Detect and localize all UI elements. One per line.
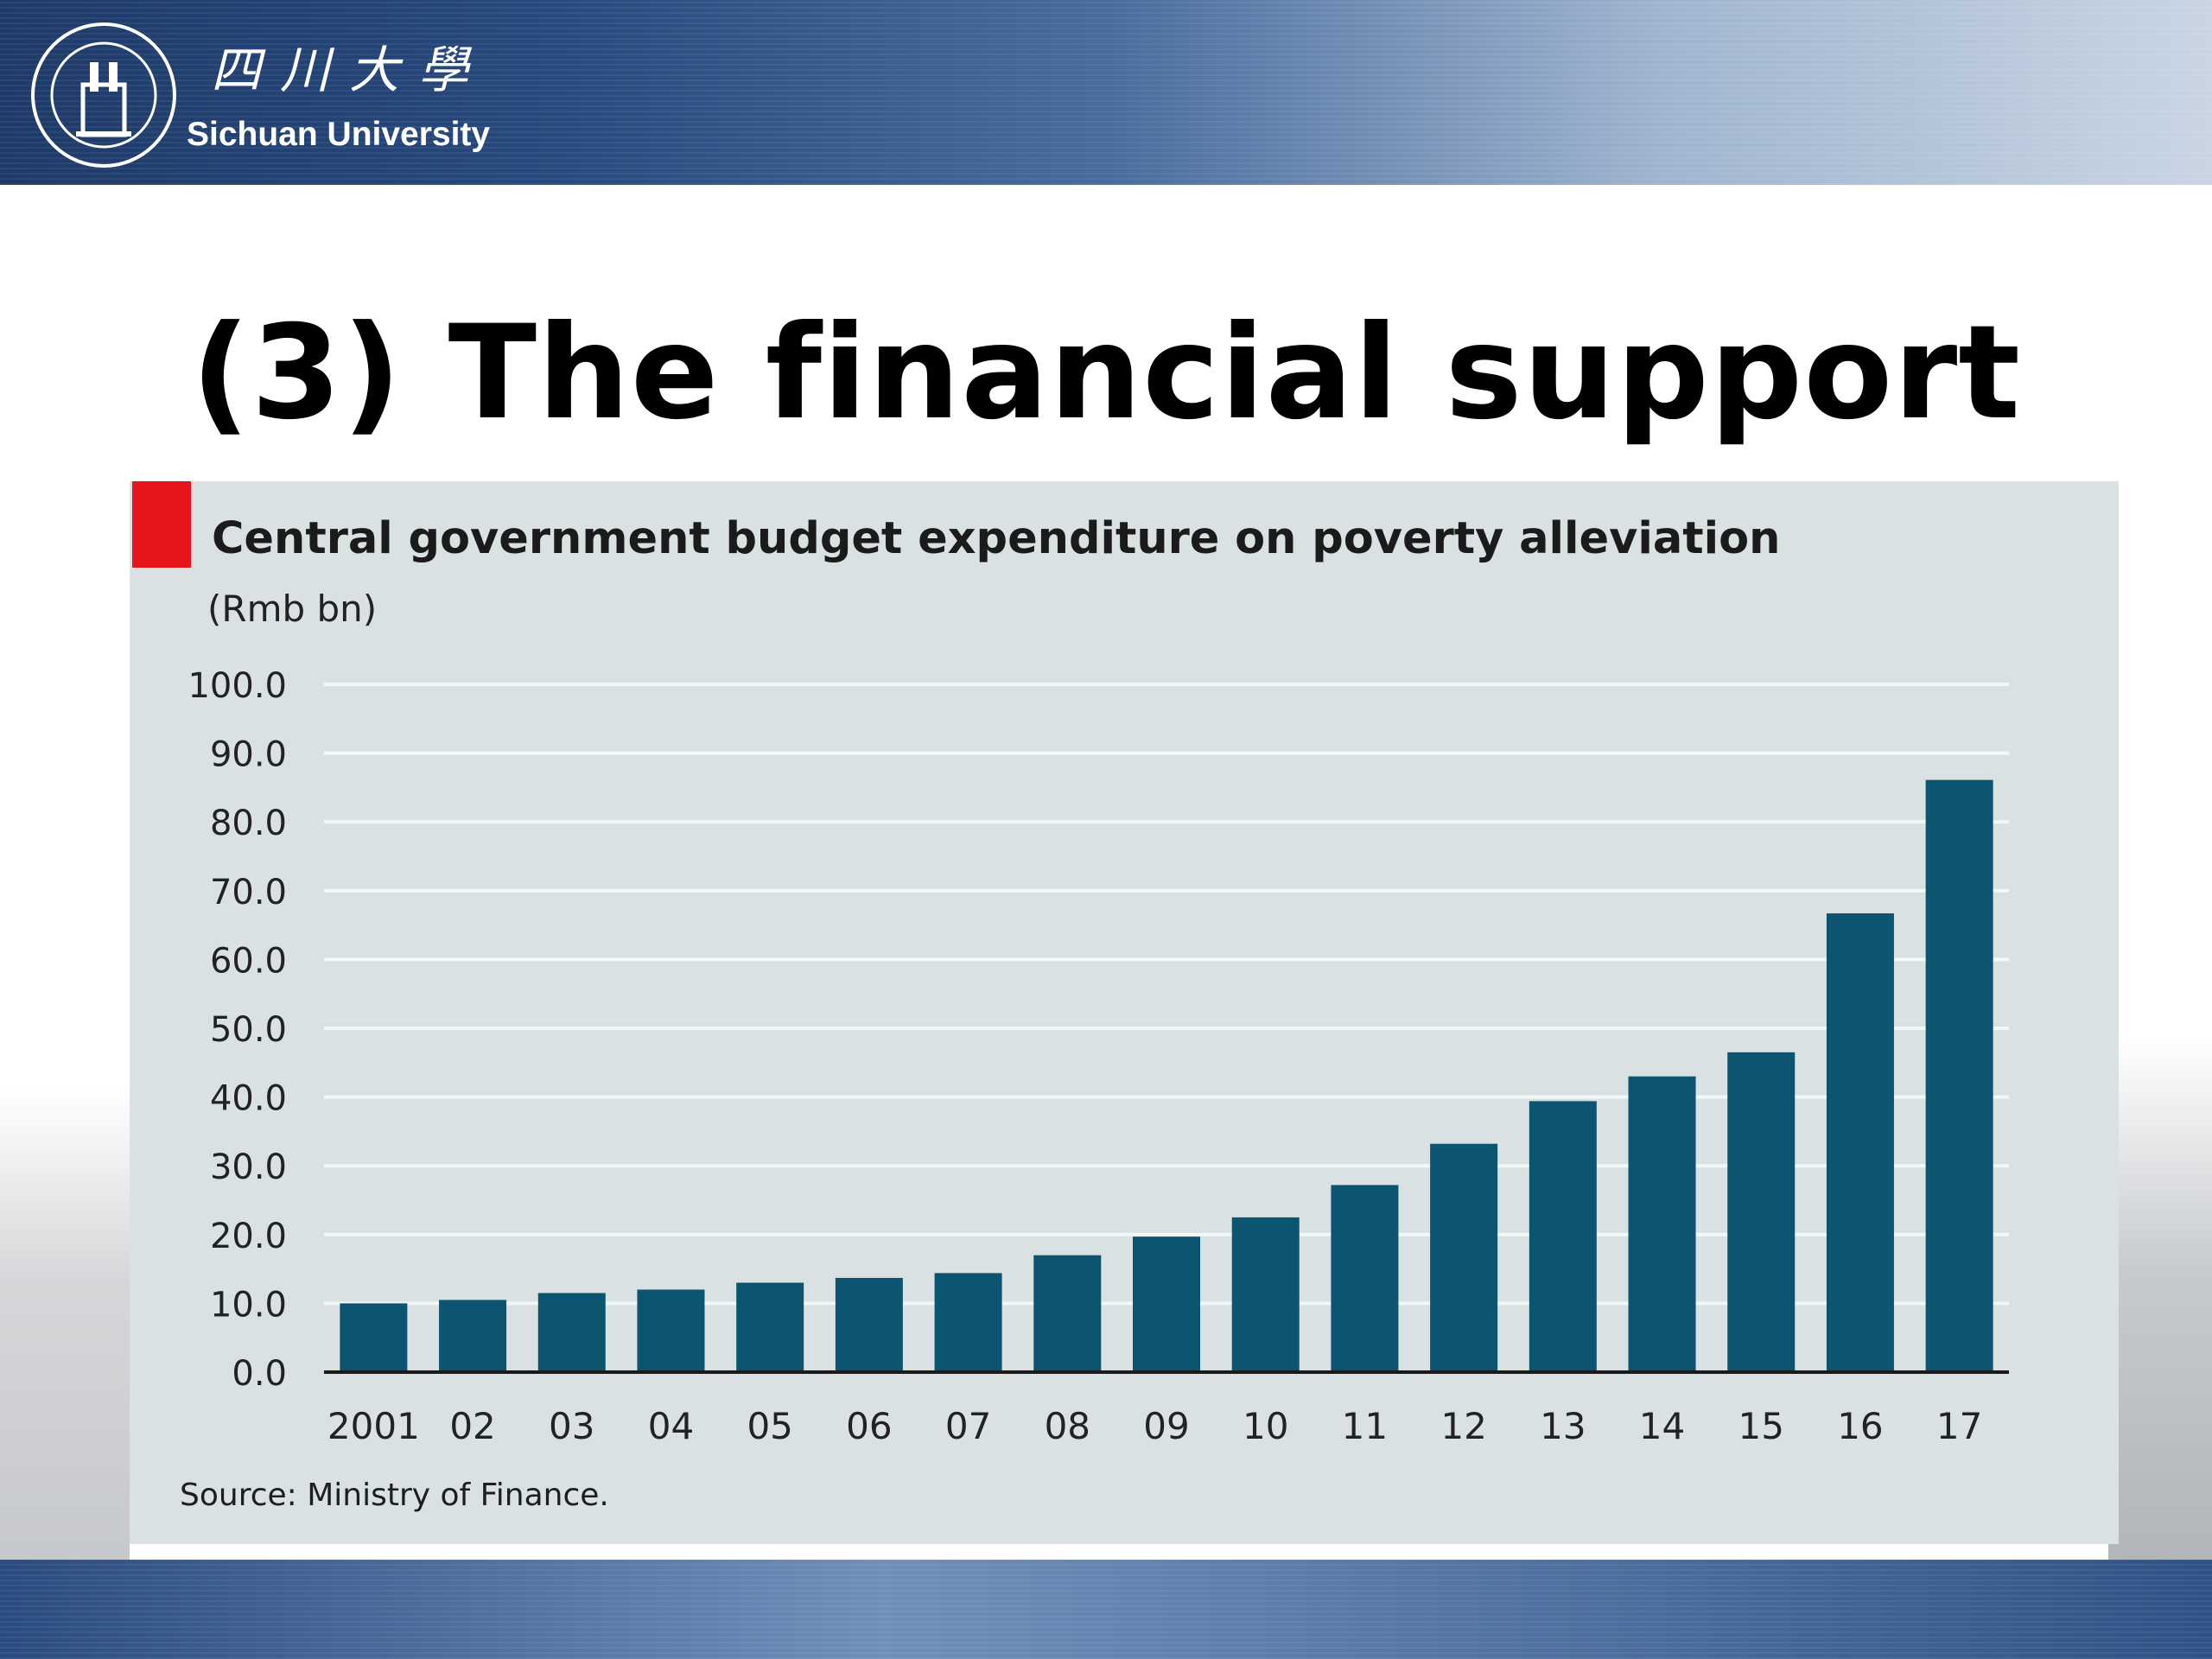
bar <box>1529 1101 1597 1372</box>
bar <box>736 1282 804 1372</box>
x-tick-label: 17 <box>1936 1405 1982 1447</box>
x-tick-label: 12 <box>1440 1405 1486 1447</box>
slide-title: (3) The financial support <box>191 298 2021 448</box>
chart-title-marker <box>132 481 191 568</box>
x-tick-label: 16 <box>1837 1405 1883 1447</box>
chart-title: Central government budget expenditure on… <box>212 513 1781 564</box>
x-tick-label: 05 <box>747 1405 792 1447</box>
bar <box>439 1300 507 1372</box>
x-tick-label: 09 <box>1143 1405 1189 1447</box>
background-building-right <box>2108 1037 2212 1564</box>
y-tick-label: 70.0 <box>210 873 287 912</box>
x-axis-ticks: 2001 02 03 04 05 06 07 08 09 10 11 12 13 14 15 16 17 <box>327 1405 1982 1447</box>
chart-unit-label: (Rmb bn) <box>207 588 378 630</box>
y-tick-label: 20.0 <box>210 1217 287 1256</box>
y-tick-label: 90.0 <box>210 735 287 775</box>
bar <box>340 1303 408 1372</box>
bar <box>835 1277 903 1372</box>
bar <box>1628 1076 1696 1372</box>
bar <box>1331 1185 1399 1372</box>
x-tick-label: 15 <box>1738 1405 1784 1447</box>
chart-source-note: Source: Ministry of Finance. <box>180 1478 609 1513</box>
bar <box>1925 779 1993 1372</box>
bar <box>1826 913 1894 1372</box>
header-band: 四川大學 Sichuan University <box>0 0 2212 185</box>
y-axis-ticks: 0.0 10.0 20.0 30.0 40.0 50.0 60.0 70.0 80.0 90.0 1… <box>188 666 287 1394</box>
university-name-chinese: 四川大學 <box>211 41 488 99</box>
footer-band <box>0 1560 2212 1659</box>
bar <box>1133 1236 1200 1372</box>
bar <box>1727 1052 1796 1372</box>
x-tick-label: 13 <box>1540 1405 1586 1447</box>
bar <box>1231 1217 1300 1372</box>
y-tick-label: 60.0 <box>210 941 287 981</box>
x-tick-label: 04 <box>648 1405 694 1447</box>
bars <box>340 779 1993 1372</box>
university-name-english: Sichuan University <box>187 116 491 153</box>
y-tick-label: 100.0 <box>188 666 287 706</box>
x-tick-label: 06 <box>846 1405 892 1447</box>
x-tick-label: 02 <box>449 1405 495 1447</box>
x-tick-label: 08 <box>1045 1405 1090 1447</box>
x-tick-label: 14 <box>1639 1405 1685 1447</box>
x-tick-label: 07 <box>945 1405 991 1447</box>
university-seal-icon <box>31 22 176 168</box>
bar <box>1430 1143 1498 1372</box>
y-tick-label: 0.0 <box>232 1354 287 1394</box>
y-tick-label: 30.0 <box>210 1147 287 1187</box>
background-building-left <box>0 1089 130 1573</box>
y-tick-label: 80.0 <box>210 804 287 843</box>
y-tick-label: 40.0 <box>210 1079 287 1119</box>
bar <box>537 1293 606 1372</box>
y-tick-label: 50.0 <box>210 1010 287 1050</box>
x-tick-label: 10 <box>1243 1405 1288 1447</box>
x-tick-label: 03 <box>549 1405 594 1447</box>
x-tick-label: 2001 <box>327 1405 420 1447</box>
bar <box>1033 1255 1102 1372</box>
bar <box>934 1273 1002 1372</box>
x-tick-label: 11 <box>1342 1405 1388 1447</box>
y-tick-label: 10.0 <box>210 1285 287 1325</box>
bar <box>637 1289 705 1372</box>
